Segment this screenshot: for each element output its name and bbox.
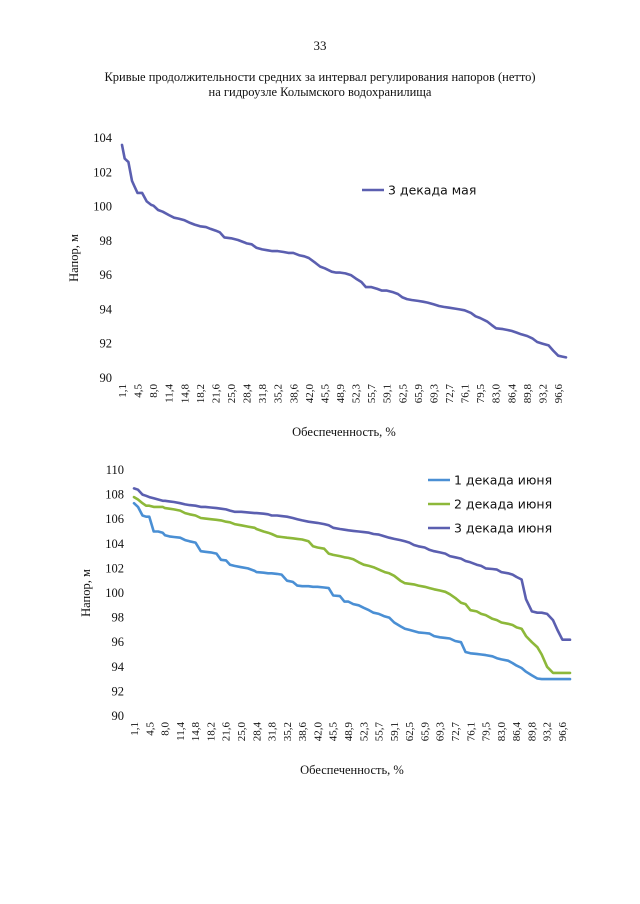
x-tick-label: 48,9 — [335, 384, 347, 404]
x-tick-label: 86,4 — [511, 722, 523, 742]
x-tick-label: 38,6 — [297, 722, 309, 742]
x-tick-label: 1,1 — [129, 722, 141, 736]
x-tick-label: 65,9 — [413, 384, 425, 404]
x-tick-label: 89,8 — [526, 722, 538, 742]
y-tick-label: 94 — [100, 302, 113, 316]
series-line-1 — [132, 501, 572, 681]
x-tick-label: 76,1 — [465, 722, 477, 741]
x-tick-label: 86,4 — [506, 384, 518, 404]
x-tick-label: 11,4 — [164, 384, 176, 403]
x-tick-label: 52,3 — [358, 722, 370, 742]
x-tick-label: 14,8 — [179, 384, 191, 404]
y-tick-label: 90 — [112, 709, 125, 723]
x-tick-label: 59,1 — [382, 384, 394, 403]
y-tick-label: 104 — [105, 537, 125, 551]
y-tick-label: 98 — [112, 611, 125, 625]
x-tick-label: 65,9 — [419, 722, 431, 742]
x-tick-label: 55,7 — [374, 722, 386, 742]
legend-label-1: 3 декада мая — [388, 183, 476, 198]
x-tick-label: 21,6 — [210, 384, 222, 404]
y-tick-label: 106 — [105, 512, 124, 526]
y-tick-label: 94 — [112, 660, 125, 674]
x-tick-label: 35,2 — [282, 722, 294, 741]
x-tick-label: 76,1 — [460, 384, 472, 403]
y-tick-label: 90 — [100, 371, 113, 385]
legend-label-1: 1 декада июня — [454, 473, 552, 488]
x-tick-label: 72,7 — [444, 384, 456, 404]
x-tick-label: 18,2 — [205, 722, 217, 741]
chart-june: 90 92 94 96 98 100 102 104 106 108 110 1,1 4,5 8,0 11,… — [79, 463, 572, 777]
x-tick-label: 69,3 — [428, 384, 440, 404]
x-tick-label: 35,2 — [273, 384, 285, 403]
y-tick-label: 102 — [105, 561, 124, 575]
x-tick-label: 4,5 — [144, 722, 156, 736]
x-tick-label: 8,0 — [160, 722, 172, 736]
series-line-2 — [132, 495, 572, 675]
x-tick-label: 25,0 — [226, 384, 238, 404]
x-tick-label: 8,0 — [148, 384, 160, 398]
chart-may: 90 92 94 96 98 100 102 104 1,1 4,5 8,0 11,4 14,8 18,2… — [67, 131, 568, 439]
y-axis-title: Напор, м — [67, 234, 81, 282]
x-tick-label: 89,8 — [522, 384, 534, 404]
title-line-1: Кривые продолжительности средних за инте… — [104, 70, 536, 84]
series-line-1 — [120, 143, 568, 359]
x-tick-label: 55,7 — [366, 384, 378, 404]
x-axis-title: Обеспеченность, % — [300, 763, 404, 777]
y-tick-label: 92 — [112, 684, 125, 698]
x-tick-label: 31,8 — [267, 722, 279, 742]
legend-label-3: 3 декада июня — [454, 521, 552, 536]
x-tick-label: 38,6 — [288, 384, 300, 404]
x-tick-label: 62,5 — [404, 722, 416, 742]
x-tick-label: 93,2 — [542, 722, 554, 741]
x-tick-label: 83,0 — [496, 722, 508, 742]
x-tick-label: 1,1 — [117, 384, 129, 398]
x-tick-label: 45,5 — [328, 722, 340, 742]
y-tick-label: 100 — [93, 200, 112, 214]
x-tick-label: 83,0 — [491, 384, 503, 404]
y-tick-label: 100 — [105, 586, 124, 600]
x-tick-label: 59,1 — [389, 722, 401, 741]
y-tick-label: 96 — [100, 268, 113, 282]
chart-title: Кривые продолжительности средних за инте… — [60, 70, 580, 100]
x-tick-label: 62,5 — [397, 384, 409, 404]
x-tick-label: 28,4 — [251, 722, 263, 742]
x-tick-label: 52,3 — [351, 384, 363, 404]
y-tick-label: 92 — [100, 337, 113, 351]
x-tick-label: 31,8 — [257, 384, 269, 404]
y-tick-label: 104 — [93, 131, 113, 145]
y-axis-title: Напор, м — [79, 569, 93, 617]
x-tick-label: 69,3 — [435, 722, 447, 742]
x-axis-title: Обеспеченность, % — [292, 425, 396, 439]
y-tick-label: 102 — [93, 165, 112, 179]
x-tick-label: 11,4 — [175, 722, 187, 741]
page-number: 33 — [313, 38, 327, 53]
y-tick-label: 108 — [105, 488, 124, 502]
x-tick-label: 25,0 — [236, 722, 248, 742]
y-tick-label: 98 — [100, 234, 113, 248]
y-tick-label: 110 — [106, 463, 124, 477]
x-tick-label: 42,0 — [312, 722, 324, 742]
x-tick-label: 79,5 — [481, 722, 493, 742]
x-tick-label: 14,8 — [190, 722, 202, 742]
x-tick-label: 4,5 — [133, 384, 145, 398]
x-tick-label: 93,2 — [537, 384, 549, 403]
x-tick-label: 96,6 — [553, 384, 565, 404]
x-tick-label: 21,6 — [221, 722, 233, 742]
x-tick-label: 42,0 — [304, 384, 316, 404]
x-tick-label: 28,4 — [242, 384, 254, 404]
legend-label-2: 2 декада июня — [454, 497, 552, 512]
x-tick-label: 72,7 — [450, 722, 462, 742]
x-tick-label: 18,2 — [195, 384, 207, 403]
title-line-2: на гидроузле Колымского водохранилища — [208, 85, 432, 99]
x-tick-label: 79,5 — [475, 384, 487, 404]
x-tick-label: 48,9 — [343, 722, 355, 742]
x-tick-label: 45,5 — [319, 384, 331, 404]
series-line-3 — [132, 487, 572, 641]
y-tick-label: 96 — [112, 635, 125, 649]
x-tick-label: 96,6 — [557, 722, 569, 742]
